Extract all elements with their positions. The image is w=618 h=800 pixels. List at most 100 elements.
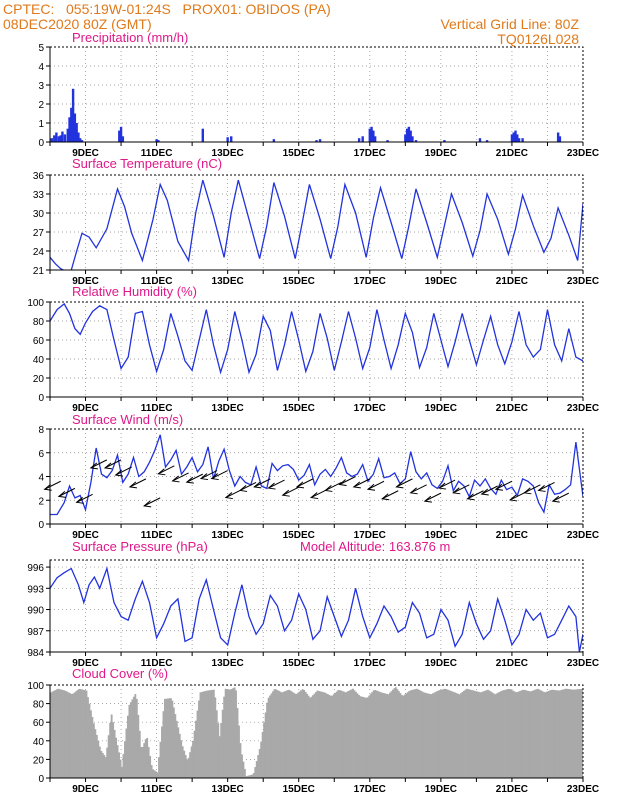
- cloud-bar: [263, 722, 266, 778]
- cloud-bar: [215, 710, 218, 778]
- cloud-bar: [150, 765, 153, 778]
- y-tick-label: 33: [33, 190, 45, 201]
- cloud-bar: [563, 689, 566, 778]
- y-tick-label: 996: [27, 563, 44, 574]
- cloud-bar: [390, 691, 393, 778]
- cloud-bar: [511, 690, 514, 778]
- cloud-bar: [415, 688, 418, 778]
- cloud-bar: [64, 690, 67, 778]
- cloud-bar: [246, 775, 249, 778]
- cloud-bar: [251, 774, 254, 778]
- wind-arrow: [509, 491, 527, 501]
- wind-arrow-head: [75, 496, 84, 504]
- precip-bar: [443, 140, 446, 142]
- cloud-bar: [159, 741, 162, 778]
- x-tick-label: 11DEC: [141, 148, 173, 159]
- x-tick-label: 11DEC: [141, 658, 173, 669]
- cloud-bar: [451, 691, 454, 778]
- cloud-bar: [559, 690, 562, 778]
- wind-arrow: [467, 490, 484, 500]
- cloud-bar: [483, 690, 486, 778]
- precip-bar: [73, 113, 77, 142]
- y-tick-label: 100: [27, 681, 44, 692]
- x-tick-label: 19DEC: [425, 148, 457, 159]
- cloud-bar: [468, 689, 471, 778]
- cloud-bar: [282, 691, 285, 778]
- cloud-bar: [550, 689, 553, 778]
- wind-arrow: [339, 476, 356, 485]
- precip-bar: [80, 140, 84, 142]
- cloud-bar: [278, 690, 280, 778]
- cloud-bar: [254, 767, 257, 778]
- cloud-bar: [540, 690, 542, 778]
- cloud-bar: [288, 689, 291, 778]
- cloud-bar: [192, 740, 195, 778]
- cloud-bar: [172, 707, 175, 778]
- y-tick-label: 5: [38, 43, 44, 54]
- y-tick-label: 40: [33, 737, 45, 748]
- precip-bar: [66, 128, 69, 142]
- x-tick-label: 21DEC: [496, 276, 528, 287]
- wind-arrow-head: [199, 473, 209, 481]
- cloud-bar: [375, 690, 378, 778]
- cloud-bar: [208, 690, 211, 778]
- cloud-bar: [403, 694, 406, 778]
- cloud-bar: [134, 694, 137, 778]
- wind-arrow: [115, 466, 132, 476]
- cloud-bar: [109, 722, 112, 778]
- wind-arrow-head: [185, 476, 194, 484]
- wind-arrow-head: [157, 468, 166, 476]
- cloud-bar: [190, 746, 193, 778]
- cloud-bar: [106, 747, 109, 778]
- panel-4: 0 2 4 6 8 9DEC 11DEC 13DEC 15DEC 17DEC 19DEC 21DEC 2…: [38, 412, 599, 541]
- cloud-bar: [156, 772, 159, 778]
- panel-title: Surface Pressure (hPa): [72, 539, 208, 554]
- cloud-bar: [72, 693, 75, 778]
- cloud-bar: [184, 755, 187, 778]
- cloud-bar: [128, 704, 131, 778]
- y-tick-label: 2: [38, 496, 44, 507]
- precip-bar: [373, 136, 377, 142]
- wind-arrow-head: [537, 485, 546, 492]
- cloud-bar: [55, 689, 58, 778]
- cloud-bar: [406, 692, 409, 778]
- cloud-bar: [538, 689, 541, 778]
- cloud-bar: [577, 689, 579, 778]
- cloud-bar: [574, 689, 576, 778]
- cloud-bar: [181, 746, 184, 778]
- wind-arrow-head: [366, 483, 376, 491]
- x-tick-label: 23DEC: [567, 403, 599, 414]
- cloud-bar: [306, 693, 309, 778]
- x-tick-label: 11DEC: [141, 276, 173, 287]
- cloud-bar: [331, 695, 334, 778]
- panel-frame: [49, 174, 584, 271]
- x-tick-label: 21DEC: [496, 784, 528, 795]
- wind-arrow: [396, 478, 413, 488]
- wind-arrow-head: [253, 481, 262, 489]
- cloud-bar: [553, 689, 556, 778]
- precip-bar: [414, 140, 418, 142]
- cloud-bar: [365, 697, 368, 778]
- cloud-bar: [471, 690, 474, 778]
- cloud-bar: [280, 692, 283, 778]
- cloud-bar: [131, 699, 134, 778]
- precip-bar: [121, 136, 125, 142]
- cloud-bar: [516, 692, 519, 778]
- cloud-bar: [258, 749, 261, 778]
- cloud-bar: [560, 689, 563, 778]
- cloud-bar: [359, 696, 362, 778]
- wind-arrow: [76, 493, 93, 503]
- cloud-bar: [276, 690, 279, 778]
- cloud-bar: [119, 759, 122, 778]
- cloud-bar: [429, 693, 431, 778]
- series-group: [50, 434, 583, 516]
- cloud-bar: [100, 750, 103, 778]
- cloud-bar: [300, 690, 303, 778]
- cloud-bar: [79, 689, 82, 778]
- panel-2: 21 24 27 30 33 36 9DEC 11DEC 13DEC 15DEC 17DEC 19DE…: [33, 156, 599, 287]
- precip-bar: [71, 88, 75, 142]
- cloud-bar: [517, 691, 520, 778]
- cloud-bar: [84, 690, 86, 778]
- cloud-bar: [124, 741, 126, 778]
